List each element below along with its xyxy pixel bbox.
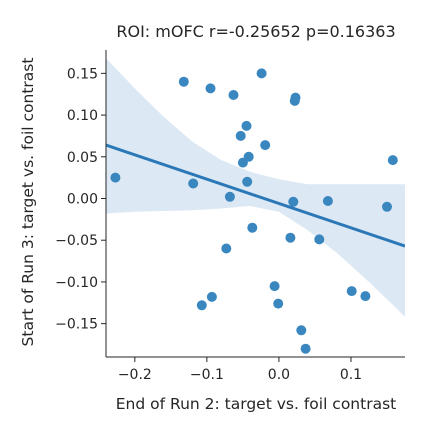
x-tick-label: −0.1 xyxy=(190,367,224,383)
y-tick-label: 0.00 xyxy=(67,191,98,207)
x-tick-label: −0.2 xyxy=(118,367,152,383)
data-point xyxy=(178,76,189,87)
data-point xyxy=(269,281,280,292)
data-point xyxy=(235,130,246,141)
data-point xyxy=(188,178,199,189)
y-tick-label: 0.10 xyxy=(67,108,98,124)
chart-title: ROI: mOFC r=-0.25652 p=0.16363 xyxy=(116,22,395,41)
data-point xyxy=(242,176,253,187)
data-point xyxy=(322,196,333,206)
y-tick-label: −0.15 xyxy=(55,317,98,333)
data-point xyxy=(285,232,296,243)
data-point xyxy=(241,120,252,131)
data-point xyxy=(314,234,325,245)
data-point xyxy=(247,222,258,233)
plot-area: −0.2 −0.1 0.0 0.1 −0.15 −0.10 −0.05 0.00 0.05 0.1… xyxy=(55,50,405,383)
data-point xyxy=(360,291,371,302)
data-point xyxy=(260,140,271,151)
data-point xyxy=(296,325,307,336)
data-point xyxy=(110,172,121,183)
x-tick-label: 0.1 xyxy=(340,367,362,383)
data-point xyxy=(196,300,207,311)
data-point xyxy=(256,68,267,79)
data-point xyxy=(290,92,301,103)
data-point xyxy=(387,155,398,166)
x-axis-label: End of Run 2: target vs. foil contrast xyxy=(116,395,396,413)
data-point xyxy=(228,90,239,100)
data-point xyxy=(224,191,235,202)
data-point xyxy=(346,286,357,297)
data-point xyxy=(205,83,216,94)
y-tick-label: 0.15 xyxy=(67,66,98,82)
y-tick-label: 0.05 xyxy=(67,150,98,166)
y-axis-label: Start of Run 3: target vs. foil contrast xyxy=(19,58,37,347)
confidence-band xyxy=(106,58,405,318)
data-point xyxy=(288,196,299,207)
x-tick-label: 0.0 xyxy=(268,367,290,383)
regression-line xyxy=(106,143,405,248)
data-point xyxy=(273,298,284,309)
data-point xyxy=(243,151,254,162)
y-tick-label: −0.05 xyxy=(55,233,98,249)
data-point xyxy=(206,291,217,302)
data-point xyxy=(382,201,392,212)
y-tick-label: −0.10 xyxy=(55,275,98,291)
data-point xyxy=(300,343,311,354)
data-point xyxy=(221,243,232,254)
